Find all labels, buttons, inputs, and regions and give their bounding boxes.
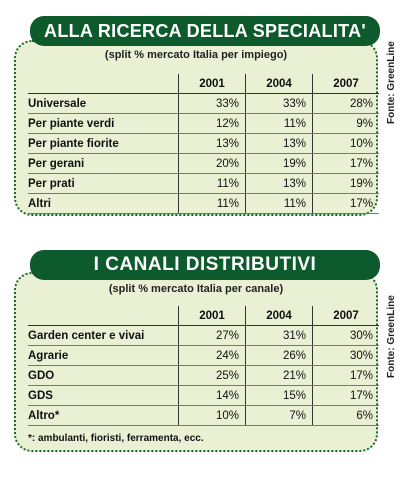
header-year: 2004 [245,306,313,326]
cell-value: 10% [312,133,379,154]
cell-value: 11% [178,173,246,194]
cell-value: 11% [178,193,246,214]
header-empty [28,306,179,326]
table-row: Per piante fiorite 13% 13% 10% [28,133,379,154]
cell-value: 25% [178,365,246,386]
cell-value: 13% [245,173,313,194]
row-label: Garden center e vivai [28,325,179,346]
cell-value: 28% [312,93,379,114]
cell-value: 33% [178,93,246,114]
header-year: 2001 [178,306,246,326]
cell-value: 33% [245,93,313,114]
cell-value: 24% [178,345,246,366]
cell-value: 30% [312,345,379,366]
cell-value: 30% [312,325,379,346]
cell-value: 11% [245,113,313,134]
cell-value: 14% [178,385,246,406]
table-body-canali: Garden center e vivai 27% 31% 30% Agrarie 24%… [28,325,379,426]
table-header-row: 2001 2004 2007 [28,306,379,326]
source-label-canali: Fonte: GreenLine [386,295,397,378]
row-label: GDS [28,385,179,406]
table-row: Per gerani 20% 19% 17% [28,153,379,174]
row-label: Agrarie [28,345,179,366]
cell-value: 19% [312,173,379,194]
title-banner-specialita: ALLA RICERCA DELLA SPECIALITA' [30,16,380,46]
cell-value: 17% [312,365,379,386]
source-label-specialita: Fonte: GreenLine [386,41,397,124]
cell-value: 6% [312,405,379,426]
cell-value: 21% [245,365,313,386]
header-year: 2007 [312,306,379,326]
cell-value: 17% [312,153,379,174]
row-label: Altri [28,193,179,214]
row-label: Per gerani [28,153,179,174]
cell-value: 20% [178,153,246,174]
title-banner-canali: I CANALI DISTRIBUTIVI [30,250,380,280]
header-empty [28,74,179,94]
table-canali: 2001 2004 2007 Garden center e vivai 27% 3… [28,306,379,426]
cell-value: 26% [245,345,313,366]
row-label: GDO [28,365,179,386]
table-header-row: 2001 2004 2007 [28,74,379,94]
subtitle-canali: (split % mercato Italia per canale) [108,283,284,295]
cell-value: 17% [312,385,379,406]
row-label: Per piante fiorite [28,133,179,154]
table-specialita: 2001 2004 2007 Universale 33% 33% 28% Per pi… [28,74,379,214]
table-body-specialita: Universale 33% 33% 28% Per piante verdi 12% 11… [28,93,379,214]
table-row: Altri 11% 11% 17% [28,193,379,214]
cell-value: 17% [312,193,379,214]
footnote: *: ambulanti, fioristi, ferramenta, ecc. [28,433,204,444]
cell-value: 19% [245,153,313,174]
header-year: 2004 [245,74,313,94]
cell-value: 27% [178,325,246,346]
table-row: Altro* 10% 7% 6% [28,405,379,426]
header-year: 2007 [312,74,379,94]
subtitle-specialita: (split % mercato Italia per impiego) [104,49,288,61]
cell-value: 9% [312,113,379,134]
cell-value: 10% [178,405,246,426]
row-label: Per piante verdi [28,113,179,134]
row-label: Altro* [28,405,179,426]
header-year: 2001 [178,74,246,94]
table-row: GDS 14% 15% 17% [28,385,379,406]
table-row: Per piante verdi 12% 11% 9% [28,113,379,134]
cell-value: 13% [245,133,313,154]
table-row: Universale 33% 33% 28% [28,93,379,114]
cell-value: 11% [245,193,313,214]
cell-value: 7% [245,405,313,426]
table-row: Agrarie 24% 26% 30% [28,345,379,366]
row-label: Per prati [28,173,179,194]
table-row: Per prati 11% 13% 19% [28,173,379,194]
table-row: Garden center e vivai 27% 31% 30% [28,325,379,346]
cell-value: 12% [178,113,246,134]
cell-value: 31% [245,325,313,346]
row-label: Universale [28,93,179,114]
table-row: GDO 25% 21% 17% [28,365,379,386]
cell-value: 13% [178,133,246,154]
cell-value: 15% [245,385,313,406]
